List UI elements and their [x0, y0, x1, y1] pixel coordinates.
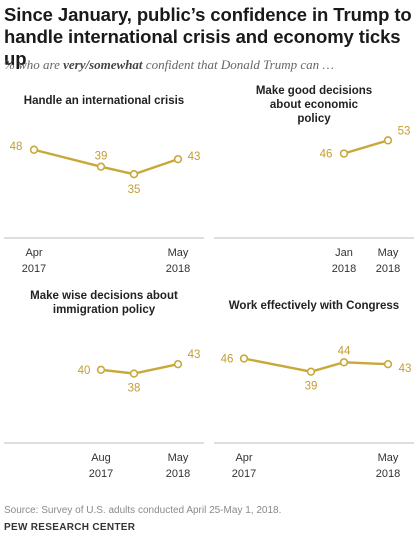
panel-title: Make good decisions about economic polic…	[255, 85, 373, 125]
data-label: 53	[398, 125, 411, 137]
data-label: 35	[128, 184, 141, 196]
panel-immigration-policy: Make wise decisions about immigration po…	[4, 289, 204, 489]
data-label: 43	[188, 151, 201, 163]
tick-label: Aug	[91, 452, 111, 464]
data-point	[239, 354, 249, 363]
data-point	[173, 154, 183, 164]
panel-title: Handle an international crisis	[23, 95, 185, 107]
data-label: 48	[10, 141, 23, 153]
tick-label: May	[378, 452, 399, 464]
tick-label: Apr	[25, 247, 42, 259]
tick-label: 2017	[89, 468, 113, 480]
data-point	[306, 367, 316, 376]
panel-economic-policy: Make good decisions about economic polic…	[214, 84, 414, 284]
data-label: 43	[188, 349, 201, 361]
subtitle-emphasis: very/somewhat	[63, 57, 143, 72]
subtitle-suffix: confident that Donald Trump can …	[142, 57, 334, 72]
data-point	[383, 136, 393, 145]
data-point	[173, 359, 183, 369]
panel-congress: Work effectively with Congress 46 39 44 43 A…	[214, 289, 414, 489]
tick-label: 2018	[166, 468, 190, 480]
tick-label: 2018	[166, 263, 190, 275]
data-label: 38	[128, 383, 141, 395]
tick-label: 2018	[332, 263, 356, 275]
data-label: 39	[305, 381, 318, 393]
tick-label: May	[168, 452, 189, 464]
data-point	[383, 359, 393, 369]
tick-label: 2018	[376, 468, 400, 480]
tick-label: 2017	[22, 263, 46, 275]
tick-label: May	[168, 247, 189, 259]
data-point	[96, 162, 106, 171]
panel-title: Make wise decisions about immigration po…	[30, 290, 178, 316]
data-label: 43	[399, 363, 412, 375]
data-label: 46	[320, 149, 333, 161]
tick-label: 2017	[232, 468, 256, 480]
data-point	[129, 169, 139, 179]
tick-label: Jan	[335, 247, 353, 259]
data-label: 39	[95, 151, 108, 163]
chart-title: Since January, public’s confidence in Tr…	[4, 4, 412, 69]
line-chart: 46 53 Jan 2018 May 2018	[214, 125, 414, 275]
chart-subtitle: % who are very/somewhat confident that D…	[4, 57, 414, 73]
panel-title: Work effectively with Congress	[228, 300, 400, 312]
series-line	[243, 357, 389, 373]
line-chart: 40 38 43 Aug 2017 May 2018	[4, 349, 204, 480]
line-chart: 48 39 35 43 Apr 2017 May 2018	[4, 141, 204, 275]
series-line	[33, 148, 179, 176]
organization-name: PEW RESEARCH CENTER	[4, 522, 136, 533]
data-point	[29, 145, 39, 154]
tick-label: May	[378, 247, 399, 259]
data-point	[339, 149, 349, 158]
subtitle-prefix: % who are	[4, 57, 64, 72]
tick-label: 2018	[376, 263, 400, 275]
series-line	[343, 139, 389, 155]
source-note: Source: Survey of U.S. adults conducted …	[4, 505, 282, 516]
panel-international-crisis: Handle an international crisis 48 39 35 43 A…	[4, 84, 204, 284]
line-chart: 46 39 44 43 Apr 2017 May 2018	[214, 345, 414, 480]
tick-label: Apr	[235, 452, 252, 464]
data-label: 44	[338, 345, 351, 357]
data-point	[339, 358, 349, 367]
series-line	[100, 362, 179, 375]
data-point	[96, 365, 106, 375]
data-label: 40	[78, 365, 91, 377]
data-point	[129, 369, 139, 378]
data-label: 46	[221, 354, 234, 366]
